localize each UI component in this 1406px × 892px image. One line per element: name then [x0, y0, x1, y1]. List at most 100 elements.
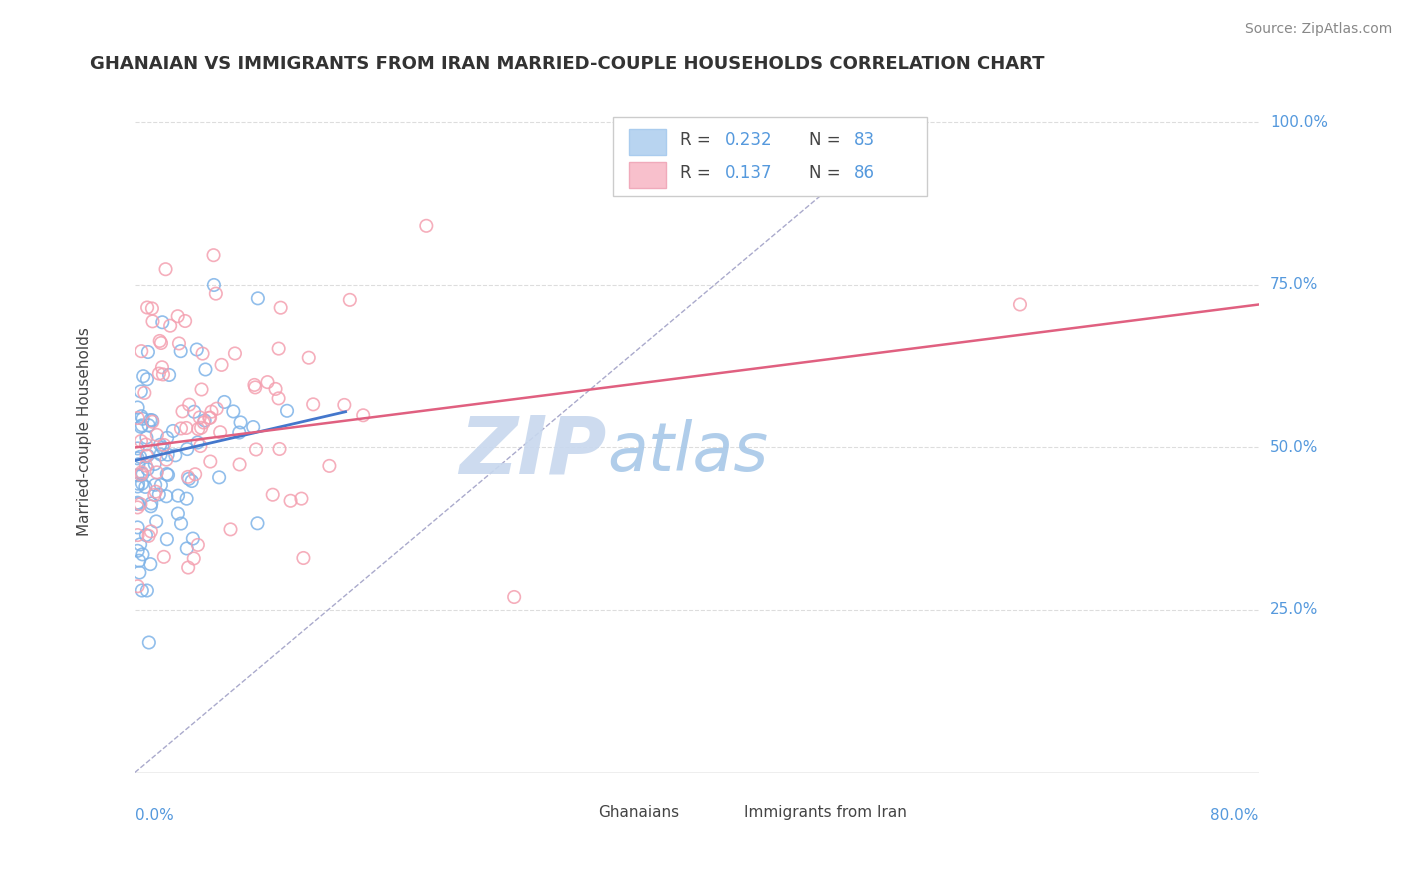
- Point: [156, 448, 179, 462]
- Point: [149, 334, 172, 348]
- Point: [209, 425, 232, 440]
- Point: [167, 489, 190, 503]
- Text: ZIP: ZIP: [460, 413, 607, 491]
- Point: [174, 421, 197, 435]
- Point: [131, 411, 153, 425]
- Point: [170, 421, 193, 435]
- Text: Ghanaians: Ghanaians: [598, 805, 679, 821]
- Point: [298, 351, 321, 365]
- Point: [228, 425, 250, 440]
- Point: [152, 368, 174, 382]
- Point: [270, 301, 292, 315]
- Point: [214, 395, 236, 409]
- Point: [246, 291, 269, 305]
- Point: [127, 476, 149, 491]
- Text: atlas: atlas: [607, 418, 768, 484]
- Point: [198, 410, 221, 425]
- Point: [245, 380, 267, 394]
- Text: Immigrants from Iran: Immigrants from Iran: [744, 805, 907, 821]
- Point: [129, 419, 152, 434]
- Point: [153, 438, 176, 452]
- Point: [179, 398, 201, 412]
- Point: [267, 342, 290, 356]
- Point: [141, 415, 163, 429]
- Point: [127, 496, 149, 510]
- Point: [156, 533, 179, 547]
- Point: [148, 487, 170, 501]
- Text: R =: R =: [681, 131, 716, 149]
- Text: 83: 83: [855, 131, 876, 149]
- Point: [177, 560, 200, 574]
- Point: [200, 454, 222, 468]
- Point: [280, 493, 302, 508]
- Point: [193, 416, 215, 430]
- Point: [146, 466, 169, 480]
- Point: [333, 398, 356, 412]
- Point: [146, 428, 169, 442]
- Point: [222, 404, 245, 418]
- Point: [131, 465, 153, 479]
- Point: [139, 413, 162, 427]
- Point: [143, 478, 166, 492]
- Point: [318, 458, 340, 473]
- Text: 25.0%: 25.0%: [1270, 602, 1319, 617]
- Point: [176, 442, 198, 456]
- Point: [138, 635, 160, 649]
- Point: [141, 413, 163, 427]
- Point: [135, 431, 157, 445]
- Point: [224, 346, 246, 360]
- Point: [136, 372, 159, 386]
- Point: [152, 441, 174, 455]
- Point: [155, 262, 177, 277]
- Point: [135, 583, 157, 598]
- Point: [190, 421, 212, 435]
- Point: [129, 450, 152, 464]
- Point: [127, 457, 149, 471]
- Point: [131, 476, 153, 491]
- Point: [187, 422, 209, 436]
- Text: GHANAIAN VS IMMIGRANTS FROM IRAN MARRIED-COUPLE HOUSEHOLDS CORRELATION CHART: GHANAIAN VS IMMIGRANTS FROM IRAN MARRIED…: [90, 55, 1045, 73]
- Point: [211, 358, 233, 372]
- Point: [128, 566, 150, 580]
- Point: [262, 488, 284, 502]
- Point: [127, 451, 149, 466]
- Point: [167, 507, 190, 521]
- Point: [503, 590, 526, 604]
- Point: [150, 315, 173, 329]
- Point: [198, 410, 221, 425]
- Text: 80.0%: 80.0%: [1211, 808, 1258, 823]
- Point: [131, 547, 153, 561]
- Point: [141, 301, 163, 316]
- Point: [202, 248, 225, 262]
- Point: [269, 442, 291, 456]
- Point: [264, 382, 287, 396]
- Point: [177, 470, 200, 484]
- Text: 0.137: 0.137: [725, 163, 772, 182]
- Point: [246, 516, 269, 531]
- Point: [141, 314, 163, 328]
- Point: [228, 458, 250, 472]
- Point: [138, 418, 160, 433]
- Point: [156, 431, 179, 445]
- Point: [205, 401, 228, 416]
- Point: [139, 557, 162, 571]
- Point: [139, 500, 162, 514]
- Point: [145, 515, 167, 529]
- Point: [165, 448, 187, 462]
- Point: [205, 286, 228, 301]
- Point: [148, 367, 170, 381]
- Point: [219, 522, 242, 536]
- Point: [155, 489, 177, 503]
- Point: [131, 467, 153, 481]
- Point: [149, 438, 172, 452]
- Point: [159, 318, 181, 333]
- Point: [172, 404, 194, 418]
- Point: [134, 385, 156, 400]
- Point: [157, 368, 180, 382]
- Point: [339, 293, 361, 307]
- Point: [127, 479, 149, 493]
- Point: [129, 497, 152, 511]
- Point: [145, 484, 167, 499]
- Point: [290, 491, 312, 506]
- Point: [276, 404, 298, 418]
